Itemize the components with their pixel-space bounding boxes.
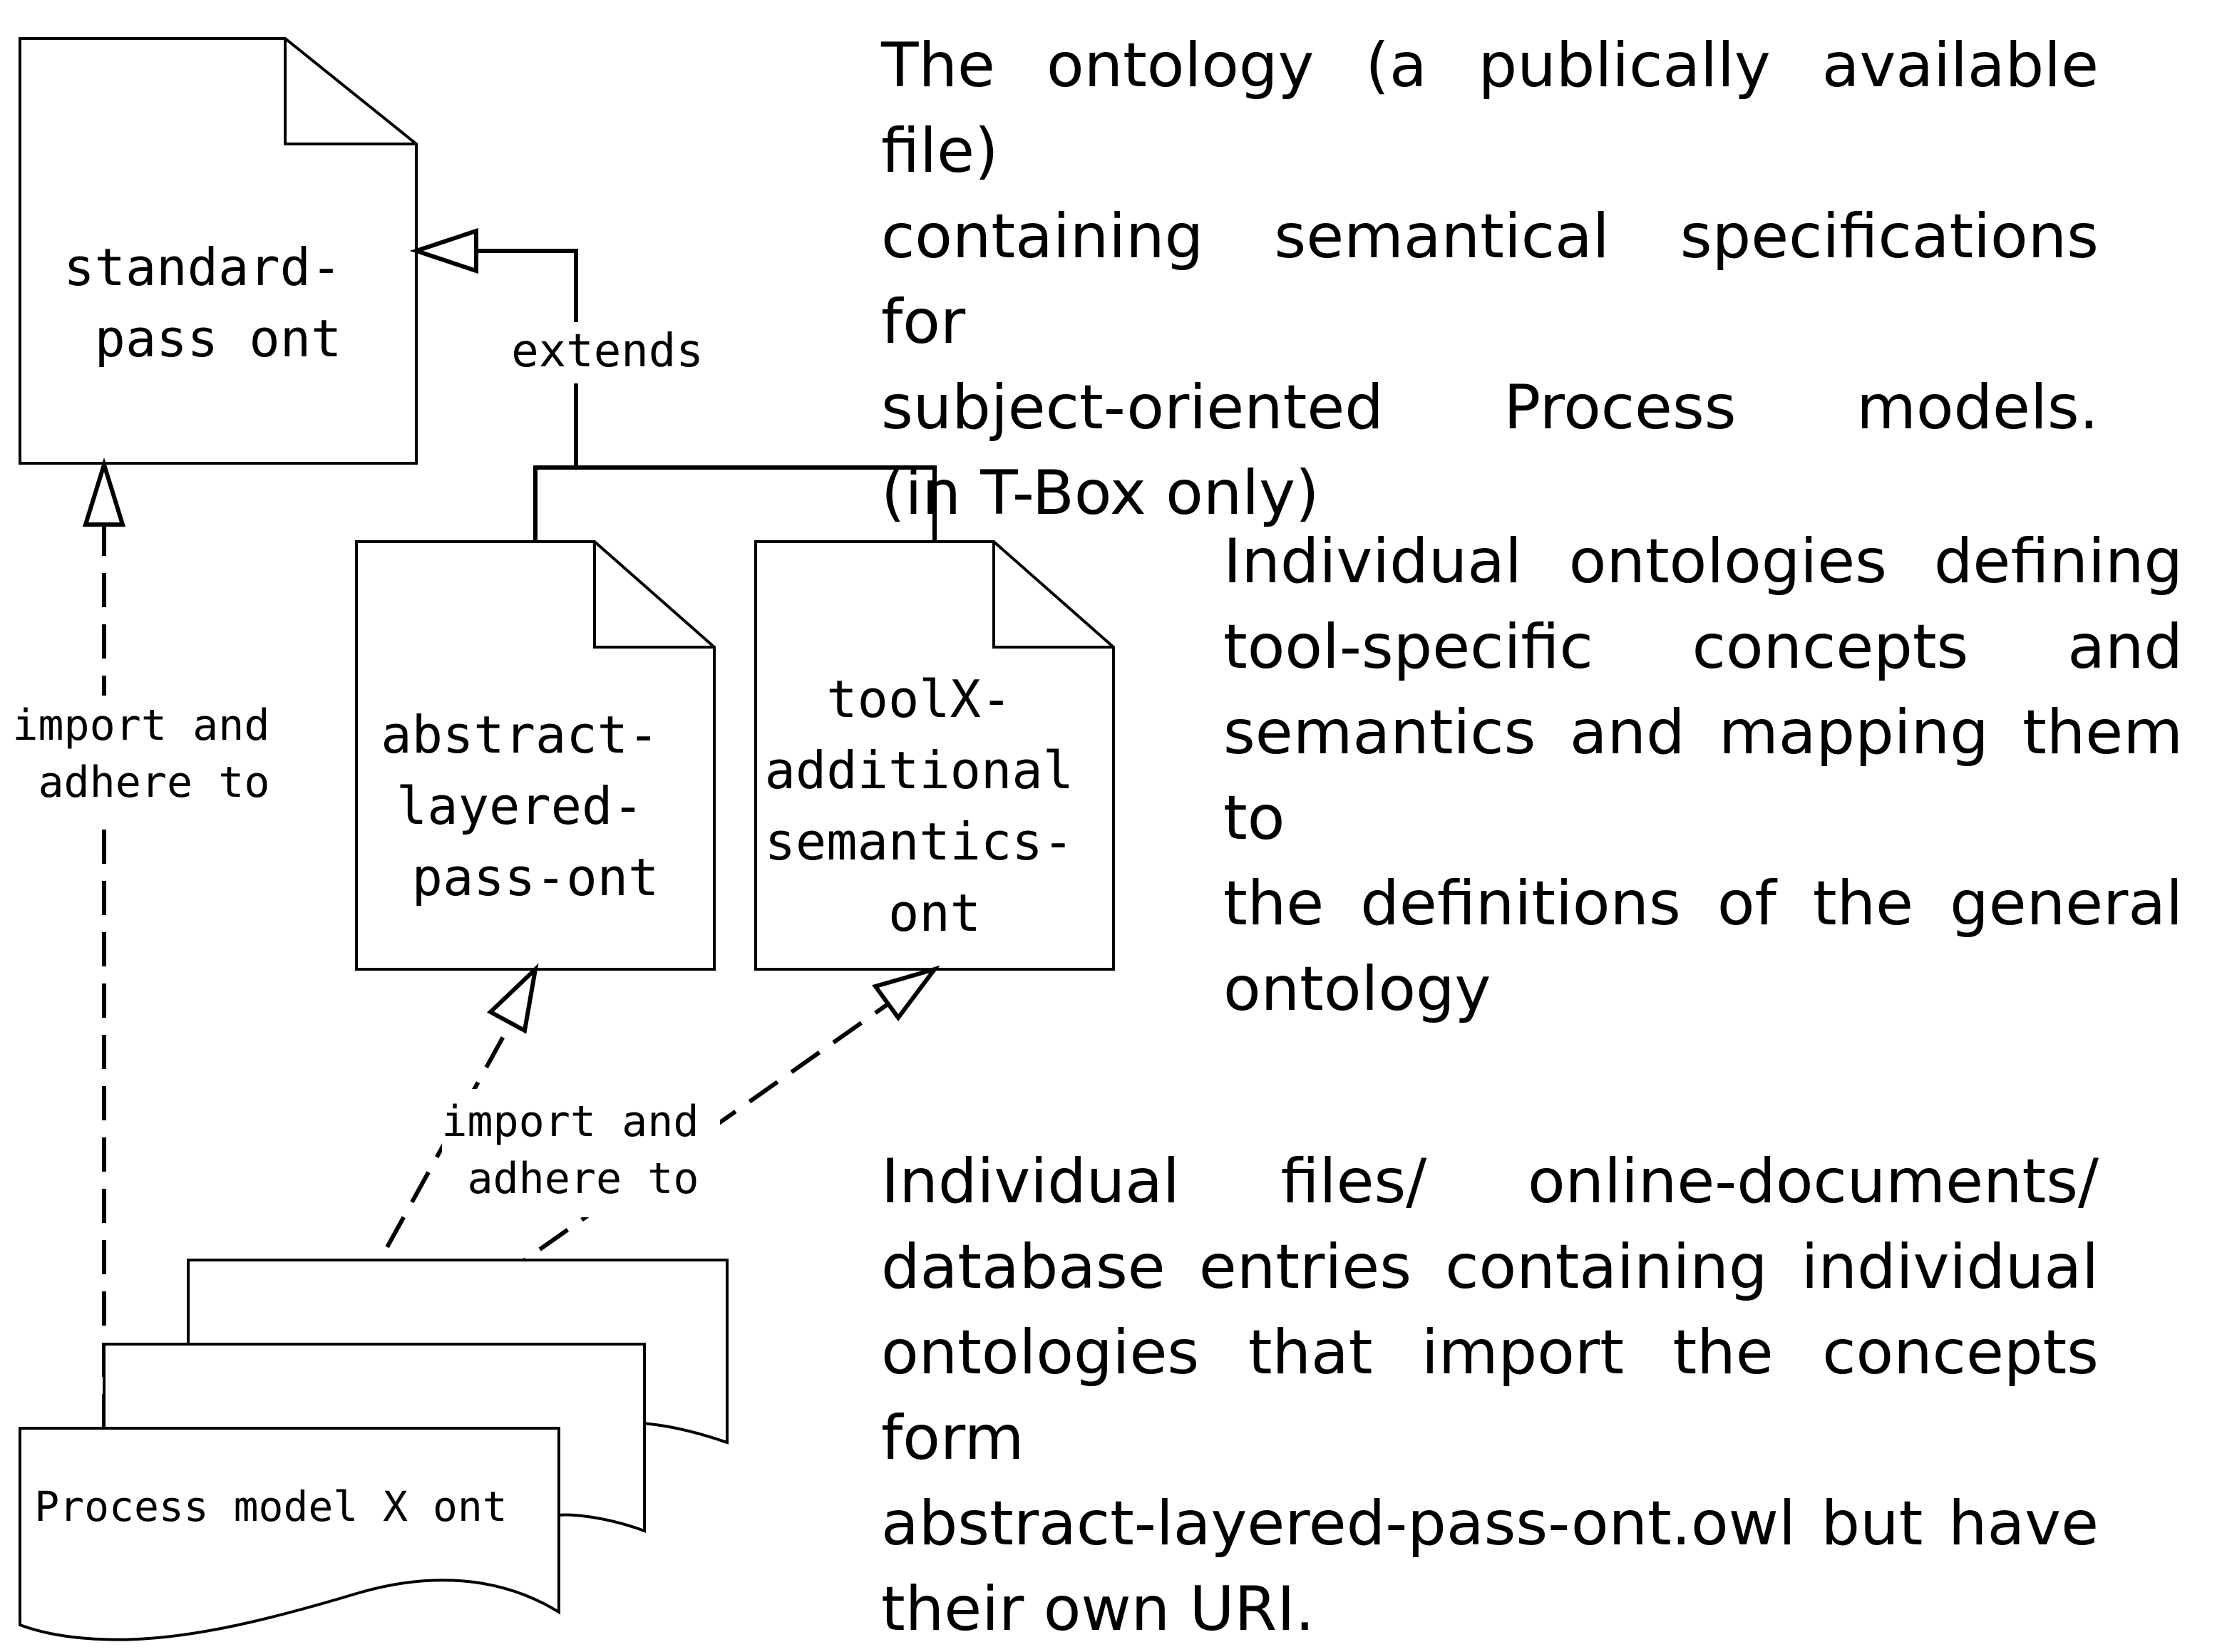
description-line: tool-specific concepts and xyxy=(1223,611,2183,683)
extends-relationship: extends xyxy=(409,227,937,542)
import-center-label-background xyxy=(442,1089,720,1217)
svg-text:standard- pass ont: standard- pass ont xyxy=(63,237,373,368)
description-line: abstract-layered-pass-ont.owl but have xyxy=(881,1488,2099,1559)
process-model-documents-stack: Process model X ont xyxy=(19,1259,729,1641)
toolx-label-line3: semantics- xyxy=(765,812,1074,872)
description-line: subject-oriented Process models. xyxy=(881,372,2099,443)
description-line: (in T-Box only) xyxy=(881,458,1320,529)
description-line: semantics and mapping them to xyxy=(1223,697,2183,854)
process-model-label: Process model X ont xyxy=(34,1482,507,1531)
abstract-layered-pass-ont-label-line2: layered- xyxy=(396,776,644,836)
extends-label-background xyxy=(503,322,710,383)
description-line: ontologies that import the concepts form xyxy=(881,1317,2099,1474)
process-model-front-page xyxy=(19,1427,560,1641)
page-fold-icon xyxy=(992,542,1114,649)
standard-pass-ont-label-line2: pass ont xyxy=(95,309,342,368)
standard-pass-ont-document: standard- pass ont xyxy=(19,37,418,465)
description-line: The ontology (a publically available fil… xyxy=(881,30,2099,187)
svg-text:toolX- additional: toolX- additional semantics- ont xyxy=(765,669,1105,943)
abstract-layered-pass-ont-document: abstract- layered- pass-ont xyxy=(355,540,716,971)
import-standard-label-line1: import and xyxy=(12,701,269,750)
import-standard-relationship: import and adhere to xyxy=(12,457,295,1428)
extends-arrowhead-icon xyxy=(409,227,478,274)
svg-text:import and adhere to: import and adhere to xyxy=(441,1097,724,1204)
toolx-additional-semantics-ont-document: toolX- additional semantics- ont xyxy=(754,540,1115,971)
extends-trunk-line xyxy=(476,249,578,468)
description-line: database entries containing individual xyxy=(881,1232,2099,1303)
extends-branch-line xyxy=(533,465,937,542)
page-fold-icon xyxy=(284,38,416,145)
abstract-layered-pass-ont-label-line1: abstract- xyxy=(381,705,659,765)
import-toolx-arrowhead-icon xyxy=(872,965,940,1022)
import-center-label-line2: adhere to xyxy=(467,1154,699,1204)
description-line: Individual files/ online-documents/ xyxy=(881,1146,2099,1217)
toolx-label-line4: ont xyxy=(888,883,981,943)
toolx-label-line2: additional xyxy=(765,740,1074,800)
svg-text:abstract- layered-: abstract- layered- pass-ont xyxy=(381,705,690,907)
import-standard-label-line2: adhere to xyxy=(38,758,269,807)
description-line: containing semantical specifications for xyxy=(881,201,2099,358)
description-line: their own URI. xyxy=(881,1574,1315,1645)
individual-files-description: Individual files/ online-documents/ data… xyxy=(881,1139,2099,1652)
import-abstract-arrowhead-icon xyxy=(486,963,539,1034)
description-line: ontology xyxy=(1223,954,1491,1025)
extends-label: extends xyxy=(511,325,704,378)
standard-ontology-description: The ontology (a publically available fil… xyxy=(881,23,2099,536)
individual-ontologies-description: Individual ontologies defining tool-spec… xyxy=(1223,519,2183,1032)
description-line: Individual ontologies defining xyxy=(1223,526,2183,597)
svg-text:import and adhere to: import and adhere to xyxy=(12,701,295,807)
description-line: the definitions of the general xyxy=(1223,868,2183,939)
standard-pass-ont-label-line1: standard- xyxy=(63,237,341,297)
page-fold-icon xyxy=(593,542,714,649)
import-standard-label-background xyxy=(21,696,292,818)
import-abstract-toolx-relationship: import and adhere to xyxy=(286,963,940,1429)
import-standard-arrowhead-icon xyxy=(82,457,126,527)
import-center-label-line1: import and xyxy=(441,1097,699,1147)
abstract-layered-pass-ont-label-line3: pass-ont xyxy=(412,847,659,907)
toolx-label-line1: toolX- xyxy=(826,669,1012,729)
